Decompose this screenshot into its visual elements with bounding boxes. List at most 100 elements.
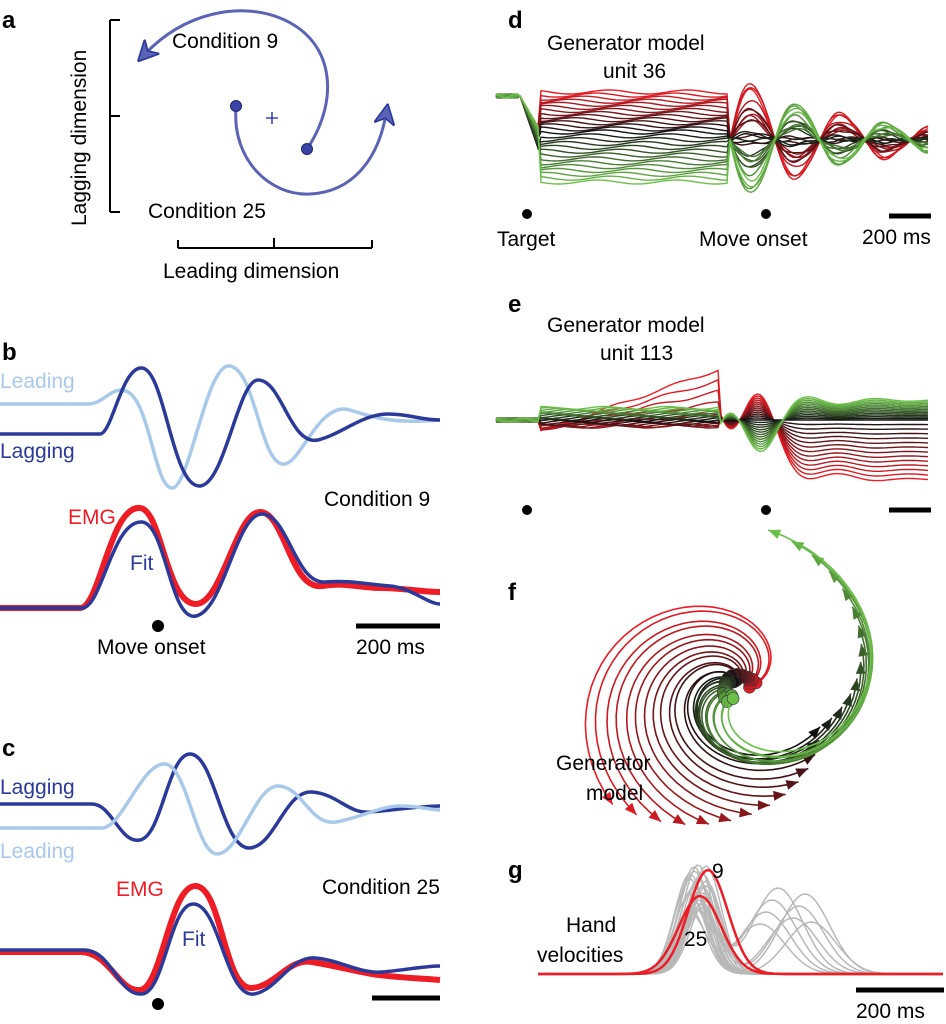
trajectory-arrowhead xyxy=(828,571,841,584)
unit-36-trace xyxy=(495,93,929,146)
unit-36-trace xyxy=(495,93,929,168)
condition-9-label-g: 9 xyxy=(712,860,724,883)
lagging-trace-b xyxy=(0,366,441,488)
panel-e-label: e xyxy=(508,291,521,318)
population-trajectory xyxy=(606,620,762,823)
panel-f-title-line1: Generator xyxy=(556,752,651,775)
emg-label-c: EMG xyxy=(116,878,164,901)
panel-e-title-line1: Generator model xyxy=(547,314,705,337)
trajectory-arrowhead xyxy=(785,780,799,790)
unit-36-trace xyxy=(495,86,929,177)
leading-label-c: Leading xyxy=(0,840,75,863)
panel-d-title-line1: Generator model xyxy=(547,32,705,55)
unit-36-trace xyxy=(495,93,929,159)
unit-36-trace xyxy=(496,93,929,177)
panel-d-label: d xyxy=(508,7,523,34)
unit-36-trace xyxy=(495,93,929,157)
lagging-label-c: Lagging xyxy=(0,776,75,799)
trajectory-arrowhead xyxy=(842,588,854,602)
move-onset-label-b: Move onset xyxy=(97,636,206,659)
trajectory-arrowhead xyxy=(842,693,852,707)
trajectory-arrowhead xyxy=(820,718,832,731)
panel-g-title-line2: velocities xyxy=(537,944,623,967)
hand-velocity-traces xyxy=(538,864,943,976)
condition-25-label-g: 25 xyxy=(684,928,707,951)
population-trajectory xyxy=(727,529,872,753)
move-onset-dot-d xyxy=(761,209,771,219)
leading-label-b: Leading xyxy=(0,370,75,393)
trajectory-arrowhead xyxy=(795,768,809,778)
unit-36-trace xyxy=(495,93,929,146)
target-label-d: Target xyxy=(497,228,556,251)
emg-label-b: EMG xyxy=(68,506,116,529)
fit-label-c: Fit xyxy=(182,928,205,951)
move-onset-label-d: Move onset xyxy=(699,228,808,251)
unit-36-trace xyxy=(495,93,929,159)
panel-g-title-line1: Hand xyxy=(566,914,616,937)
unit-113-trace xyxy=(495,396,929,453)
trajectory-arrowhead xyxy=(811,555,825,567)
unit-113-traces xyxy=(495,369,929,482)
unit-36-traces xyxy=(495,83,929,194)
emg-trace-c xyxy=(0,883,441,993)
unit-113-trace xyxy=(495,369,929,482)
panel-a-label: a xyxy=(2,7,16,34)
scale-bar-label-b: 200 ms xyxy=(356,636,425,659)
fit-trace-b xyxy=(0,512,441,618)
population-trajectory xyxy=(696,677,821,756)
condition-25-label: Condition 25 xyxy=(148,200,266,223)
y-axis-label: Lagging dimension xyxy=(68,50,91,226)
population-trajectory xyxy=(625,633,754,825)
unit-36-trace xyxy=(495,93,929,188)
panel-b: b Leading Lagging Condition 9 EMG Fit Mo… xyxy=(0,339,441,659)
panel-g-label: g xyxy=(508,857,523,884)
trajectory-arrowhead xyxy=(791,541,805,552)
scale-bar-label-g: 200 ms xyxy=(856,1000,925,1023)
population-trajectory xyxy=(674,663,809,780)
panel-g: g Hand velocities 9 25 200 ms xyxy=(508,857,944,1023)
trajectory-arrowhead xyxy=(852,606,863,620)
unit-36-trace xyxy=(495,93,929,163)
condition-9-label-b: Condition 9 xyxy=(324,488,430,511)
start-dot-condition-9 xyxy=(301,143,313,155)
leading-trace-c xyxy=(0,762,441,856)
y-axis-bar xyxy=(109,19,120,213)
trajectory-arrowhead xyxy=(695,814,709,825)
panel-e: e Generator model unit 113 xyxy=(495,291,931,515)
fit-label-b: Fit xyxy=(130,552,153,575)
trajectory-arrowhead xyxy=(850,678,861,692)
unit-113-trace xyxy=(495,407,929,449)
trajectory-arrowhead xyxy=(718,812,732,823)
lagging-trace-c xyxy=(0,752,441,850)
population-trajectory xyxy=(659,655,786,798)
panel-e-title-line2: unit 113 xyxy=(600,342,673,365)
start-dot-condition-25 xyxy=(230,100,242,112)
trajectory-arrowhead xyxy=(768,529,782,539)
unit-36-trace xyxy=(495,93,929,154)
unit-113-trace xyxy=(495,406,929,438)
population-trajectory xyxy=(668,661,799,789)
x-axis-label: Leading dimension xyxy=(163,260,339,283)
population-trajectory xyxy=(594,610,770,816)
panel-c-label: c xyxy=(2,735,15,762)
panel-f-label: f xyxy=(508,579,517,606)
panel-c: c Lagging Leading Condition 25 EMG Fit xyxy=(0,735,441,1010)
condition-9-label: Condition 9 xyxy=(172,30,278,53)
origin-cross xyxy=(266,112,278,124)
population-trajectory xyxy=(652,651,770,807)
unit-113-trace xyxy=(495,409,929,444)
trajectory-arrowhead xyxy=(757,800,770,811)
trajectory-arrowhead xyxy=(832,706,843,720)
population-trajectory xyxy=(634,638,751,822)
panel-d-title-line2: unit 36 xyxy=(603,60,666,83)
hand-velocity-highlight-trace xyxy=(538,894,943,976)
trajectory-arrowhead xyxy=(624,802,637,815)
trajectory-start-dot xyxy=(726,692,740,705)
fit-trace-c xyxy=(0,902,441,996)
panel-b-label: b xyxy=(2,339,17,366)
emg-trace-b xyxy=(0,505,441,611)
trajectory-arrowhead xyxy=(808,726,821,739)
trajectory-arrowhead xyxy=(773,790,786,801)
population-trajectories xyxy=(584,529,874,826)
